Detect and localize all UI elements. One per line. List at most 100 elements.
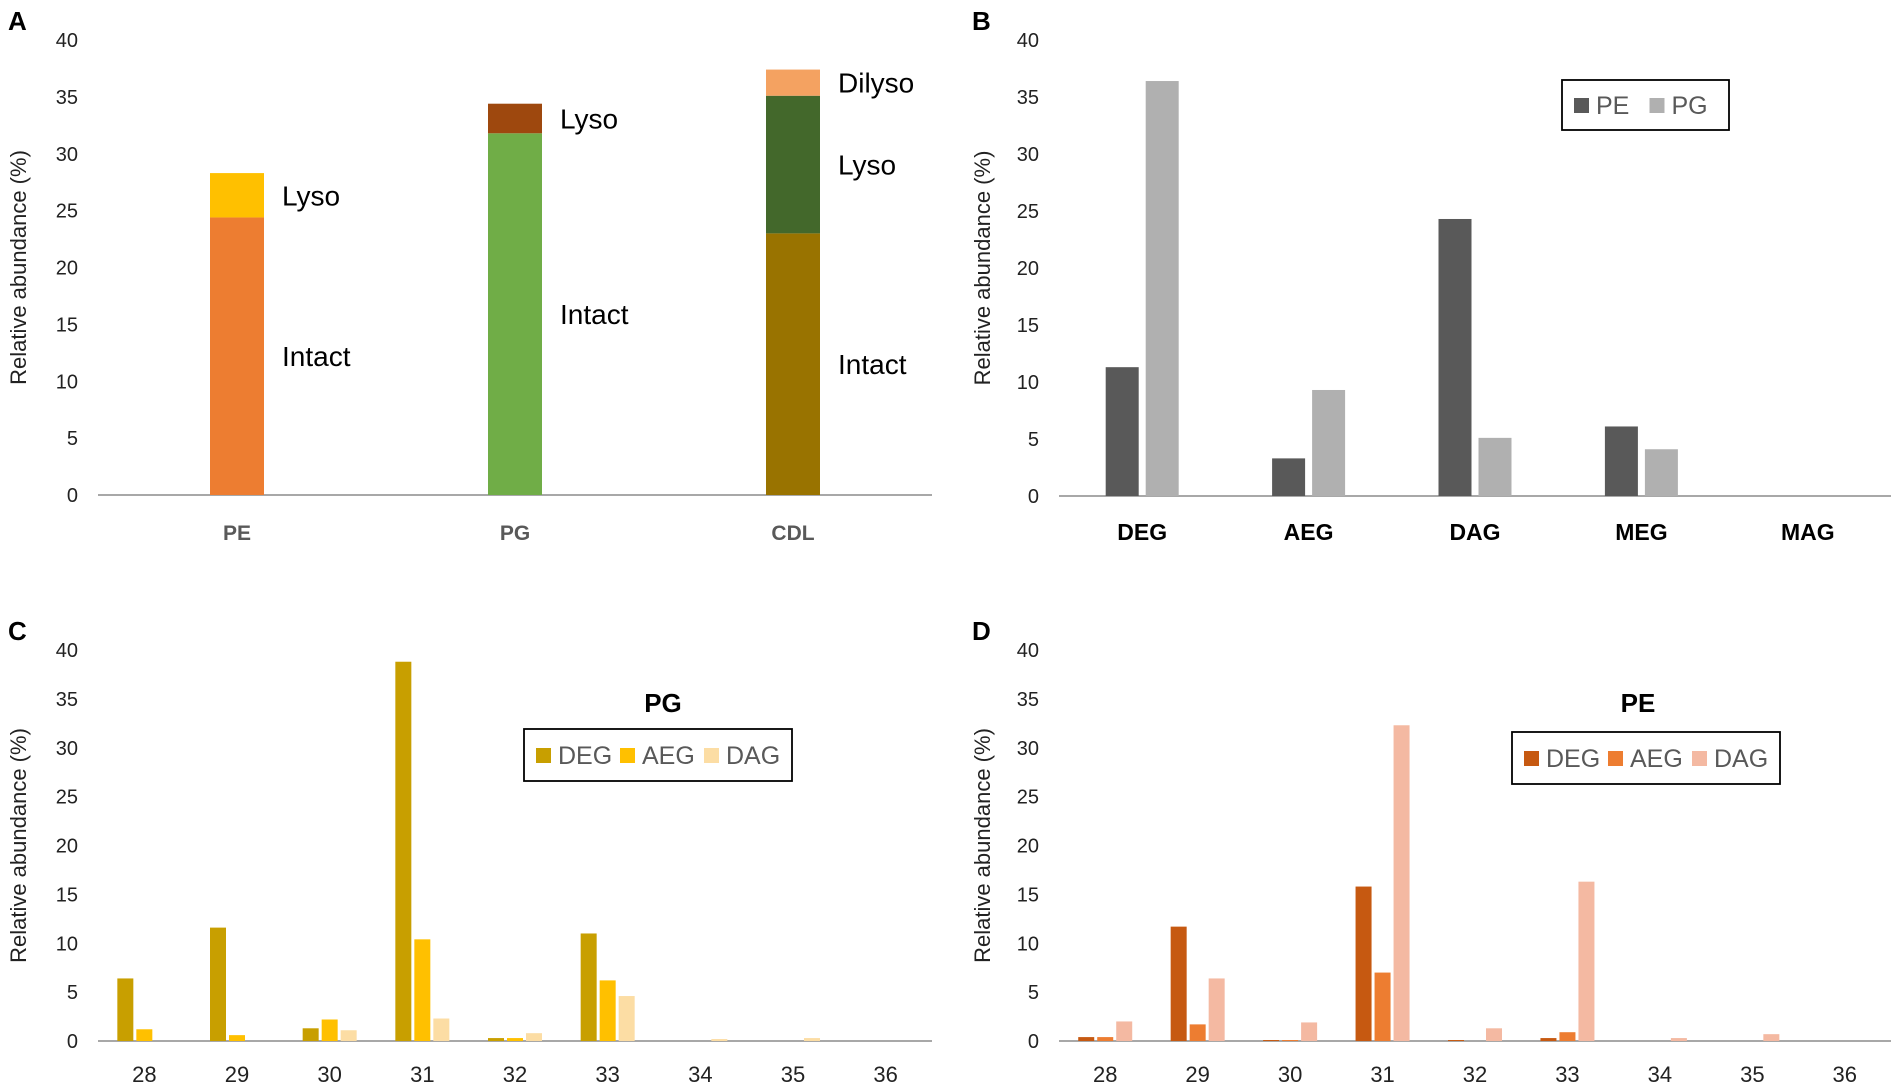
- bar-deg-29: [210, 927, 226, 1041]
- x-tick-label: 28: [1093, 1062, 1117, 1087]
- x-tick-label: MAG: [1781, 519, 1835, 545]
- x-tick-label: 32: [1463, 1062, 1487, 1087]
- y-tick-label: 10: [1017, 933, 1039, 955]
- y-tick-label: 40: [56, 640, 78, 662]
- x-tick-label: 30: [317, 1062, 341, 1087]
- bar-deg-32: [488, 1038, 504, 1041]
- bar-aeg-29: [229, 1035, 245, 1041]
- x-tick-label: MEG: [1615, 519, 1667, 545]
- bar-aeg-30: [1282, 1040, 1299, 1041]
- bar-dag-32: [526, 1033, 542, 1041]
- y-axis-label: Relative abundance (%): [970, 728, 995, 963]
- y-tick-label: 30: [56, 144, 78, 166]
- x-tick-label: 28: [132, 1062, 156, 1087]
- panel-letter: B: [972, 6, 991, 36]
- y-tick-label: 5: [67, 428, 78, 450]
- chart-title: PG: [644, 688, 682, 718]
- bar-aeg-28: [1097, 1037, 1114, 1041]
- bar-aeg-30: [321, 1019, 338, 1041]
- bar-deg-31: [395, 661, 412, 1041]
- legend-label: AEG: [1630, 745, 1683, 773]
- bar-aeg-33: [599, 980, 616, 1041]
- y-axis-label: Relative abundance (%): [6, 728, 31, 963]
- chart-panel-b: B 0 5 10 15 20 25 30 35 40 Relative abundance (%) D…: [970, 6, 1891, 545]
- x-tick-label: DEG: [1117, 519, 1167, 545]
- legend-swatch: [704, 748, 719, 763]
- bar-pg-intact: [488, 133, 542, 495]
- y-tick-label: 0: [1028, 1031, 1039, 1053]
- bar-dag-35: [1763, 1034, 1780, 1041]
- bar-cdl-intact: [766, 233, 820, 495]
- legend-label: DAG: [726, 742, 780, 770]
- legend-box: [1561, 79, 1730, 131]
- legend-label: PE: [1596, 92, 1629, 120]
- bar-pe-aeg: [1272, 458, 1306, 496]
- segment-label: Lyso: [560, 103, 618, 134]
- legend: DEG AEG DAG: [1511, 731, 1781, 785]
- bar-dag-29: [1208, 978, 1225, 1041]
- y-tick-label: 40: [1017, 640, 1039, 662]
- bar-pg-dag: [1478, 437, 1512, 496]
- legend-label: DAG: [1714, 745, 1768, 773]
- y-tick-label: 15: [1017, 884, 1039, 906]
- y-tick-label: 5: [1028, 429, 1039, 451]
- segment-label: Intact: [282, 341, 351, 372]
- legend-swatch: [1524, 751, 1539, 766]
- y-tick-label: 15: [56, 884, 78, 906]
- bar-pg-meg: [1644, 449, 1678, 496]
- chart-panel-d: D 0 5 10 15 20 25 30 35 40 Relative abundance (%) 2…: [970, 616, 1891, 1087]
- legend-swatch: [536, 748, 551, 763]
- x-tick-label: 29: [1185, 1062, 1209, 1087]
- legend: PE PG: [1561, 79, 1730, 131]
- bar-dag-34: [711, 1039, 728, 1041]
- y-tick-label: 30: [1017, 144, 1039, 166]
- x-tick-label: 36: [873, 1062, 897, 1087]
- y-tick-label: 5: [1028, 982, 1039, 1004]
- bar-dag-32: [1486, 1028, 1502, 1041]
- segment-label: Intact: [560, 299, 629, 330]
- bar-dag-33: [1578, 881, 1595, 1041]
- bar-deg-30: [1263, 1040, 1280, 1041]
- bar-deg-31: [1355, 886, 1372, 1041]
- segment-label: Dilyso: [838, 68, 914, 99]
- bar-aeg-31: [1374, 972, 1391, 1041]
- bar-pg-deg: [1145, 81, 1179, 496]
- x-tick-label: PE: [223, 522, 251, 545]
- y-tick-label: 20: [1017, 836, 1039, 858]
- bar-dag-33: [618, 996, 635, 1041]
- legend-box: [1511, 731, 1781, 785]
- y-tick-label: 35: [56, 689, 78, 711]
- bar-dag-30: [340, 1030, 357, 1041]
- bar-deg-33: [1540, 1038, 1557, 1041]
- bar-deg-28: [1078, 1037, 1095, 1041]
- x-tick-label: 35: [781, 1062, 805, 1087]
- legend-swatch: [1574, 98, 1589, 113]
- y-tick-label: 15: [1017, 315, 1039, 337]
- x-tick-label: CDL: [771, 522, 814, 545]
- y-tick-label: 40: [56, 30, 78, 52]
- y-tick-label: 35: [1017, 87, 1039, 109]
- legend-swatch: [1692, 751, 1707, 766]
- x-tick-label: DAG: [1449, 519, 1500, 545]
- y-tick-label: 15: [56, 314, 78, 336]
- y-tick-label: 0: [67, 1031, 78, 1053]
- bar-dag-31: [1393, 725, 1410, 1041]
- legend-swatch: [1608, 751, 1623, 766]
- x-tick-label: 34: [1648, 1062, 1672, 1087]
- y-tick-label: 10: [56, 933, 78, 955]
- y-tick-label: 20: [56, 836, 78, 858]
- x-tick-label: AEG: [1284, 519, 1334, 545]
- bar-dag-28: [1116, 1021, 1133, 1041]
- bar-pe-lyso: [210, 173, 264, 218]
- x-tick-label: 33: [1555, 1062, 1579, 1087]
- segment-label: Intact: [838, 349, 907, 380]
- legend-label: DEG: [558, 742, 612, 770]
- bar-deg-30: [302, 1028, 319, 1041]
- segment-label: Lyso: [282, 180, 340, 211]
- x-tick-label: 30: [1278, 1062, 1302, 1087]
- bar-deg-28: [117, 978, 134, 1041]
- y-tick-label: 25: [56, 201, 78, 223]
- y-tick-label: 40: [1017, 30, 1039, 52]
- bar-cdl-lyso: [766, 95, 820, 234]
- legend-box: [523, 728, 793, 782]
